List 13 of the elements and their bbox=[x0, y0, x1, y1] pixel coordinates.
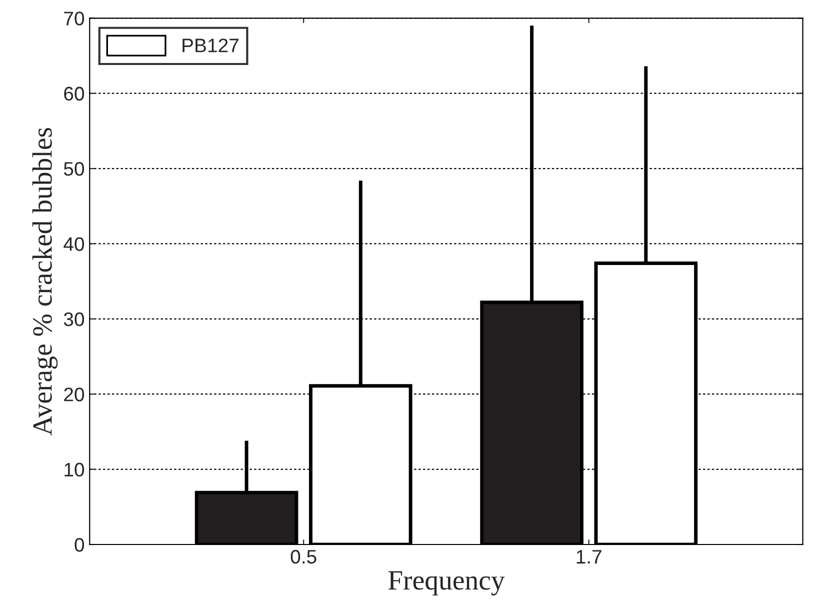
y-tick-label: 60 bbox=[64, 86, 84, 101]
y-tick-label: 20 bbox=[64, 388, 84, 402]
y-tick-label: 40 bbox=[64, 237, 84, 251]
x-tick-label: 0.5 bbox=[290, 550, 316, 564]
y-tick-label: 0 bbox=[74, 538, 84, 552]
y-tick-label: 30 bbox=[64, 312, 84, 326]
y-tick-label: 50 bbox=[64, 162, 84, 176]
y-axis-title: Average % cracked bubbles bbox=[32, 128, 58, 436]
y-tick-label: 10 bbox=[64, 462, 84, 477]
x-axis-title: Frequency bbox=[388, 571, 505, 596]
y-tick-label: 70 bbox=[64, 12, 84, 26]
legend-label: PB127 bbox=[182, 38, 238, 52]
x-tick-label: 1.7 bbox=[576, 550, 602, 564]
